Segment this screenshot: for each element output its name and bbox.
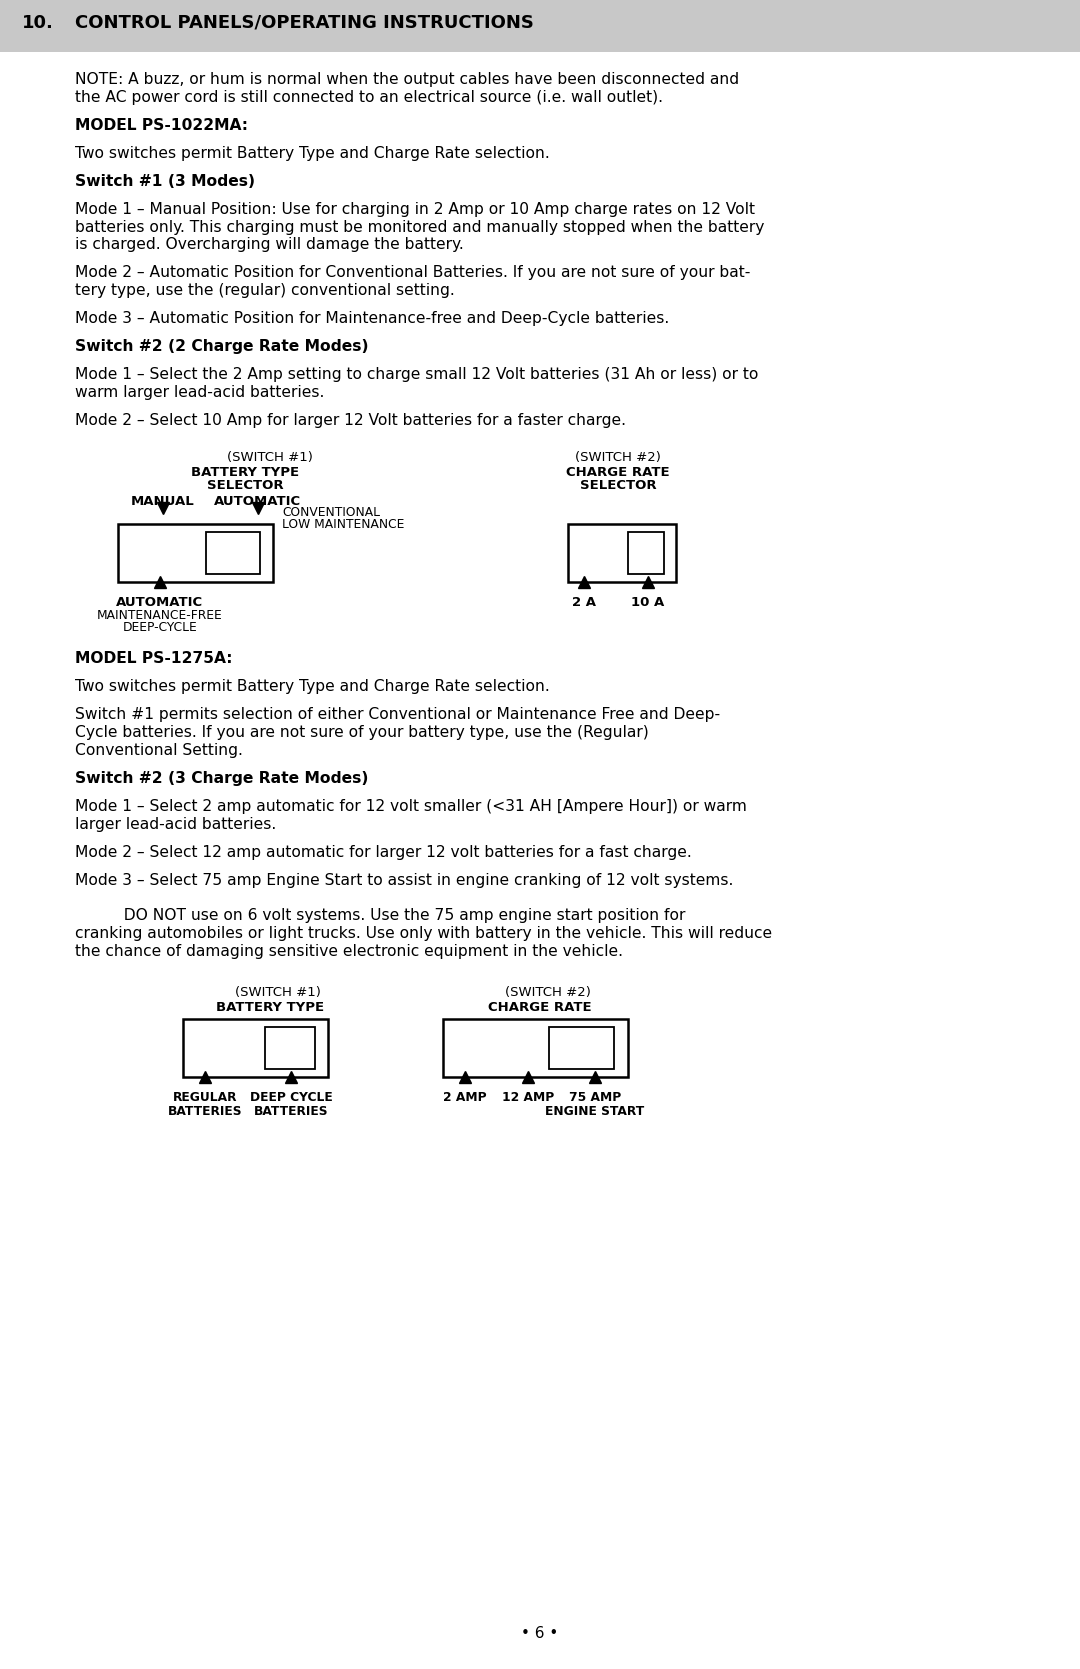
Bar bbox=[118, 524, 273, 582]
Text: Mode 2 – Select 12 amp automatic for larger 12 volt batteries for a fast charge.: Mode 2 – Select 12 amp automatic for lar… bbox=[75, 845, 692, 860]
Bar bbox=[443, 1020, 627, 1078]
Text: Switch #1 (3 Modes): Switch #1 (3 Modes) bbox=[75, 174, 255, 189]
Text: Switch #1 permits selection of either Conventional or Maintenance Free and Deep-: Switch #1 permits selection of either Co… bbox=[75, 708, 720, 723]
Text: AUTOMATIC: AUTOMATIC bbox=[215, 496, 301, 509]
Text: batteries only. This charging must be monitored and manually stopped when the ba: batteries only. This charging must be mo… bbox=[75, 220, 765, 235]
Text: CHARGE RATE: CHARGE RATE bbox=[566, 466, 670, 479]
Bar bbox=[549, 1028, 615, 1070]
Text: cranking automobiles or light trucks. Use only with battery in the vehicle. This: cranking automobiles or light trucks. Us… bbox=[75, 926, 772, 941]
Text: Switch #2 (2 Charge Rate Modes): Switch #2 (2 Charge Rate Modes) bbox=[75, 339, 368, 354]
Text: LOW MAINTENANCE: LOW MAINTENANCE bbox=[282, 517, 404, 531]
Text: 10 A: 10 A bbox=[632, 596, 664, 609]
Text: 12 AMP: 12 AMP bbox=[502, 1092, 554, 1105]
Text: is charged. Overcharging will damage the battery.: is charged. Overcharging will damage the… bbox=[75, 237, 463, 252]
Bar bbox=[206, 532, 260, 574]
Text: 2 AMP: 2 AMP bbox=[443, 1092, 487, 1105]
Bar bbox=[568, 524, 676, 582]
Text: CONTROL PANELS/OPERATING INSTRUCTIONS: CONTROL PANELS/OPERATING INSTRUCTIONS bbox=[75, 13, 534, 32]
Text: DEEP CYCLE: DEEP CYCLE bbox=[249, 1092, 333, 1105]
Bar bbox=[627, 532, 664, 574]
Text: DEEP-CYCLE: DEEP-CYCLE bbox=[123, 621, 198, 634]
Text: 75 AMP: 75 AMP bbox=[569, 1092, 621, 1105]
Text: warm larger lead-acid batteries.: warm larger lead-acid batteries. bbox=[75, 386, 324, 401]
Text: Mode 1 – Manual Position: Use for charging in 2 Amp or 10 Amp charge rates on 12: Mode 1 – Manual Position: Use for chargi… bbox=[75, 202, 755, 217]
Text: (SWITCH #2): (SWITCH #2) bbox=[505, 986, 591, 1000]
Text: tery type, use the (regular) conventional setting.: tery type, use the (regular) conventiona… bbox=[75, 284, 455, 299]
Bar bbox=[183, 1020, 328, 1078]
Text: • 6 •: • 6 • bbox=[522, 1626, 558, 1641]
Text: 10.: 10. bbox=[22, 13, 54, 32]
Bar bbox=[265, 1028, 315, 1070]
Text: larger lead-acid batteries.: larger lead-acid batteries. bbox=[75, 816, 276, 831]
Text: Mode 1 – Select 2 amp automatic for 12 volt smaller (<31 AH [Ampere Hour]) or wa: Mode 1 – Select 2 amp automatic for 12 v… bbox=[75, 799, 747, 814]
Text: BATTERY TYPE: BATTERY TYPE bbox=[216, 1001, 324, 1015]
Text: the AC power cord is still connected to an electrical source (i.e. wall outlet).: the AC power cord is still connected to … bbox=[75, 90, 663, 105]
Text: Mode 3 – Select 75 amp Engine Start to assist in engine cranking of 12 volt syst: Mode 3 – Select 75 amp Engine Start to a… bbox=[75, 873, 733, 888]
Text: (SWITCH #2): (SWITCH #2) bbox=[575, 451, 661, 464]
Text: REGULAR: REGULAR bbox=[173, 1092, 238, 1105]
Text: (SWITCH #1): (SWITCH #1) bbox=[227, 451, 313, 464]
Text: Two switches permit Battery Type and Charge Rate selection.: Two switches permit Battery Type and Cha… bbox=[75, 145, 550, 160]
Bar bbox=[0, 0, 1080, 52]
Text: ENGINE START: ENGINE START bbox=[545, 1105, 645, 1118]
Text: MAINTENANCE-FREE: MAINTENANCE-FREE bbox=[97, 609, 222, 623]
Text: BATTERIES: BATTERIES bbox=[254, 1105, 328, 1118]
Text: MODEL PS-1275A:: MODEL PS-1275A: bbox=[75, 651, 232, 666]
Text: Mode 3 – Automatic Position for Maintenance-free and Deep-Cycle batteries.: Mode 3 – Automatic Position for Maintena… bbox=[75, 310, 670, 325]
Text: BATTERIES: BATTERIES bbox=[167, 1105, 242, 1118]
Text: 2 A: 2 A bbox=[572, 596, 596, 609]
Text: Mode 2 – Automatic Position for Conventional Batteries. If you are not sure of y: Mode 2 – Automatic Position for Conventi… bbox=[75, 265, 751, 280]
Text: Switch #2 (3 Charge Rate Modes): Switch #2 (3 Charge Rate Modes) bbox=[75, 771, 368, 786]
Text: Two switches permit Battery Type and Charge Rate selection.: Two switches permit Battery Type and Cha… bbox=[75, 679, 550, 694]
Text: MODEL PS-1022MA:: MODEL PS-1022MA: bbox=[75, 118, 248, 134]
Text: AUTOMATIC: AUTOMATIC bbox=[117, 596, 203, 609]
Text: DO NOT use on 6 volt systems. Use the 75 amp engine start position for: DO NOT use on 6 volt systems. Use the 75… bbox=[75, 908, 686, 923]
Text: CHARGE RATE: CHARGE RATE bbox=[488, 1001, 592, 1015]
Text: SELECTOR: SELECTOR bbox=[206, 479, 283, 492]
Text: NOTE: A buzz, or hum is normal when the output cables have been disconnected and: NOTE: A buzz, or hum is normal when the … bbox=[75, 72, 739, 87]
Text: the chance of damaging sensitive electronic equipment in the vehicle.: the chance of damaging sensitive electro… bbox=[75, 945, 623, 960]
Text: Conventional Setting.: Conventional Setting. bbox=[75, 743, 243, 758]
Text: SELECTOR: SELECTOR bbox=[580, 479, 657, 492]
Text: Mode 2 – Select 10 Amp for larger 12 Volt batteries for a faster charge.: Mode 2 – Select 10 Amp for larger 12 Vol… bbox=[75, 412, 626, 427]
Text: Cycle batteries. If you are not sure of your battery type, use the (Regular): Cycle batteries. If you are not sure of … bbox=[75, 724, 649, 739]
Text: MANUAL: MANUAL bbox=[131, 496, 194, 509]
Text: (SWITCH #1): (SWITCH #1) bbox=[235, 986, 321, 1000]
Text: CONVENTIONAL: CONVENTIONAL bbox=[282, 506, 380, 519]
Text: BATTERY TYPE: BATTERY TYPE bbox=[191, 466, 299, 479]
Text: Mode 1 – Select the 2 Amp setting to charge small 12 Volt batteries (31 Ah or le: Mode 1 – Select the 2 Amp setting to cha… bbox=[75, 367, 758, 382]
